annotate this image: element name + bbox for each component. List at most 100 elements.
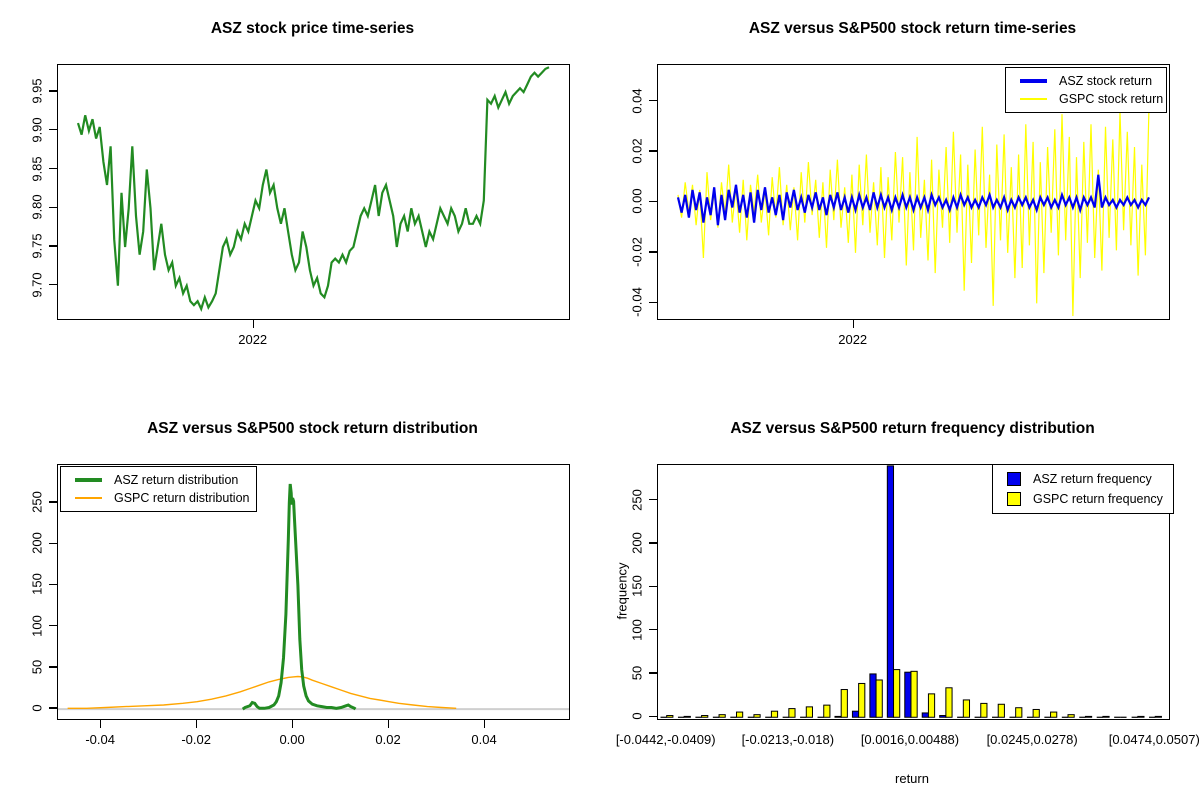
blue-square-sample (1007, 471, 1021, 486)
price-line-chart (57, 64, 570, 320)
y-tick-mark (649, 301, 657, 303)
bar-yellow (1102, 715, 1110, 718)
y-tick-label: 0.04 (629, 87, 645, 114)
y-tick-mark (649, 628, 657, 631)
bar-blue (851, 710, 860, 718)
x-bin-label: [-0.0213,-0.018) (741, 732, 835, 747)
bar-yellow (701, 715, 709, 718)
chart-title: ASZ stock price time-series (210, 20, 415, 37)
x-bin-label: [0.0245,0.0278) (986, 732, 1078, 747)
x-bin-label: [0.0474,0.0507) (1108, 732, 1200, 747)
series-line-yellow (677, 106, 1150, 317)
y-tick-label: 250 (29, 491, 45, 513)
legend-distribution: ASZ return distribution GSPC return dist… (60, 466, 257, 512)
y-tick-label: 0.00 (629, 188, 645, 215)
bar-yellow (1154, 715, 1162, 718)
y-tick-label: 100 (629, 618, 645, 641)
bar-yellow (683, 715, 691, 718)
bar-yellow (910, 670, 918, 718)
legend-item-asz-frequency: ASZ return frequency (1007, 470, 1167, 488)
x-axis-title: return (895, 771, 929, 786)
y-tick-mark (649, 498, 657, 501)
y-tick-mark (49, 167, 57, 170)
legend-item-asz-distribution: ASZ return distribution (75, 472, 250, 488)
y-tick-mark (49, 707, 57, 709)
x-tick-mark (100, 720, 102, 728)
bar-yellow (1084, 715, 1093, 718)
y-tick-mark (649, 200, 657, 203)
y-tick-label: 9.80 (29, 194, 45, 220)
y-tick-mark (649, 672, 657, 674)
panel-return-frequency: ASZ versus S&P500 return frequency distr… (600, 400, 1200, 800)
bar-yellow (753, 714, 761, 718)
x-tick-label: 0.02 (375, 732, 401, 747)
bar-yellow (980, 702, 988, 718)
x-tick-mark (252, 320, 254, 328)
bar-blue (921, 712, 929, 718)
y-axis-title: frequency (614, 562, 630, 620)
bar-blue (886, 465, 895, 718)
x-tick-label: 2022 (838, 332, 868, 347)
density-curve-orange (67, 675, 457, 710)
bar-yellow (1050, 711, 1058, 718)
legend-label: GSPC stock return (1059, 92, 1164, 107)
y-tick-label: 9.95 (29, 78, 45, 104)
yellow-line-sample (1020, 98, 1047, 101)
bar-yellow (788, 708, 796, 718)
bar-yellow (1015, 707, 1023, 718)
bar-yellow (858, 682, 866, 718)
bar-yellow (718, 714, 726, 718)
legend-label: ASZ stock return (1059, 73, 1153, 88)
yellow-square-sample (1007, 492, 1021, 507)
bar-yellow (875, 679, 883, 718)
density-curve-green (241, 483, 357, 711)
y-tick-label: 150 (29, 573, 45, 596)
series-line-blue (676, 174, 1150, 226)
y-tick-mark (49, 206, 57, 208)
bar-yellow (962, 699, 971, 718)
y-tick-mark (49, 129, 57, 131)
series-line-green (76, 66, 550, 312)
x-tick-mark (852, 320, 854, 328)
bar-yellow (805, 706, 813, 718)
chart-title: ASZ versus S&P500 return frequency distr… (730, 420, 1095, 437)
y-tick-label: 0.02 (629, 138, 645, 164)
x-bin-label: [0.0016,0.00488) (860, 732, 960, 747)
y-tick-mark (49, 284, 57, 286)
legend-item-asz-return: ASZ stock return (1020, 73, 1160, 89)
bar-blue (939, 715, 947, 718)
y-tick-mark (649, 251, 657, 253)
x-tick-mark (388, 720, 390, 728)
legend-label: ASZ return distribution (114, 472, 239, 487)
bar-yellow (945, 687, 953, 718)
bar-yellow (1067, 714, 1075, 718)
x-tick-label: 2022 (238, 332, 268, 347)
y-tick-mark (49, 624, 57, 627)
legend-label: ASZ return frequency (1033, 471, 1152, 486)
y-tick-label: 200 (629, 532, 645, 554)
panel-return-timeseries: ASZ versus S&P500 stock return time-seri… (600, 0, 1200, 400)
bar-yellow (1137, 715, 1145, 718)
chart-title: ASZ versus S&P500 stock return distribut… (147, 420, 478, 437)
bar-yellow (927, 693, 936, 718)
chart-title: ASZ versus S&P500 stock return time-seri… (748, 20, 1077, 37)
y-tick-mark (49, 501, 57, 503)
y-tick-mark (649, 542, 657, 544)
x-tick-label: -0.02 (181, 732, 211, 747)
y-tick-label: 9.75 (29, 233, 45, 259)
legend-item-gspc-return: GSPC stock return (1020, 92, 1164, 108)
y-tick-label: 250 (629, 488, 645, 511)
bar-yellow (666, 715, 674, 718)
bar-yellow (840, 689, 848, 718)
bar-yellow (735, 711, 744, 718)
orange-line-sample (75, 497, 102, 500)
y-tick-label: 50 (629, 665, 645, 681)
bar-yellow (823, 704, 831, 718)
y-tick-label: 100 (29, 614, 45, 637)
y-tick-mark (49, 666, 57, 668)
legend-label: GSPC return distribution (114, 491, 250, 506)
y-tick-label: 9.85 (29, 155, 45, 182)
bar-blue (869, 673, 877, 718)
bar-yellow (770, 710, 779, 718)
